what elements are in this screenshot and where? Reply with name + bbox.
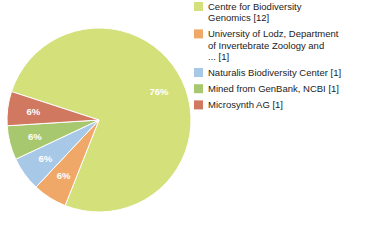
data-label: 76% bbox=[149, 86, 169, 97]
legend-label: University of Lodz, Departmentof Inverte… bbox=[208, 28, 339, 61]
legend-label: Microsynth AG [1] bbox=[208, 99, 283, 110]
pie bbox=[7, 28, 191, 212]
legend-swatch bbox=[194, 100, 203, 109]
legend-swatch bbox=[194, 29, 203, 38]
pie-slice bbox=[7, 120, 99, 159]
chart: 76% 6% 6% 6% 6% Centre for BiodiversityGenomi… bbox=[0, 0, 380, 240]
pie-labels: 76% 6% 6% 6% 6% bbox=[26, 86, 169, 181]
data-label: 6% bbox=[39, 153, 53, 164]
data-label: 6% bbox=[57, 170, 71, 181]
legend-swatch bbox=[194, 2, 203, 11]
pie-slice bbox=[7, 92, 99, 126]
legend-label: Mined from GenBank, NCBI [1] bbox=[208, 83, 339, 94]
legend: Centre for BiodiversityGenomics [12] Univ… bbox=[194, 1, 341, 110]
legend-label: Centre for BiodiversityGenomics [12] bbox=[208, 1, 302, 23]
legend-swatch bbox=[194, 84, 203, 93]
data-label: 6% bbox=[26, 106, 40, 117]
legend-swatch bbox=[194, 68, 203, 77]
chart-container: 76% 6% 6% 6% 6% Centre for BiodiversityGenomi… bbox=[0, 0, 380, 240]
legend-label: Naturalis Biodiversity Center [1] bbox=[208, 67, 341, 78]
data-label: 6% bbox=[28, 131, 42, 142]
